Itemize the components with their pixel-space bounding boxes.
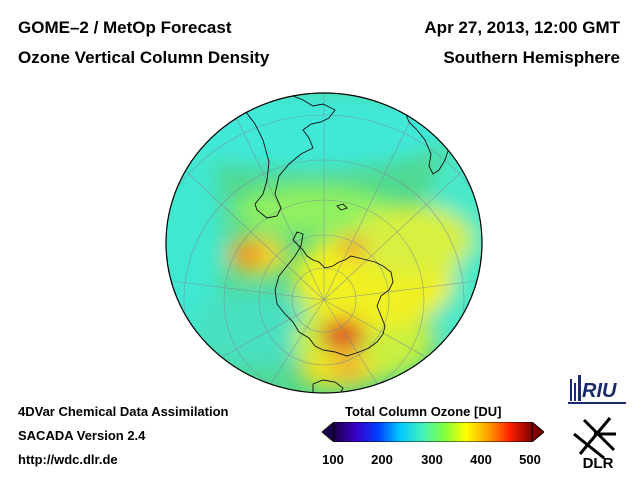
colorbar-tick: 500 [519,452,541,467]
ozone-field [166,93,482,393]
map-region: Southern Hemisphere [443,48,620,67]
ozone-map [165,92,483,394]
colorbar-tick: 300 [421,452,443,467]
colorbar-title: Total Column Ozone [DU] [345,404,502,419]
colorbar [322,422,544,442]
map-title: GOME–2 / MetOp Forecast [18,18,232,37]
map-date: Apr 27, 2013, 12:00 GMT [424,18,620,37]
colorbar-min-arrow [322,422,335,442]
south-georgia [336,203,348,211]
colorbar-tick: 100 [322,452,344,467]
riu-logo: RIU [568,375,626,404]
south-america [229,95,336,219]
antarctica [274,231,394,357]
dlr-logo-text: DLR [583,455,614,472]
colorbar-tick: 400 [470,452,492,467]
footer-method: 4DVar Chemical Data Assimilation [18,404,229,419]
australia-tip [312,379,344,393]
colorbar-tick: 200 [371,452,393,467]
colorbar-ramp [333,422,533,442]
footer-version: SACADA Version 2.4 [18,428,146,443]
riu-logo-text: RIU [582,380,617,402]
dlr-logo: DLR [573,417,616,472]
map-subtitle: Ozone Vertical Column Density [18,48,270,67]
colorbar-max-arrow [531,422,544,442]
footer-url[interactable]: http://wdc.dlr.de [18,452,118,467]
graticule [166,93,482,393]
